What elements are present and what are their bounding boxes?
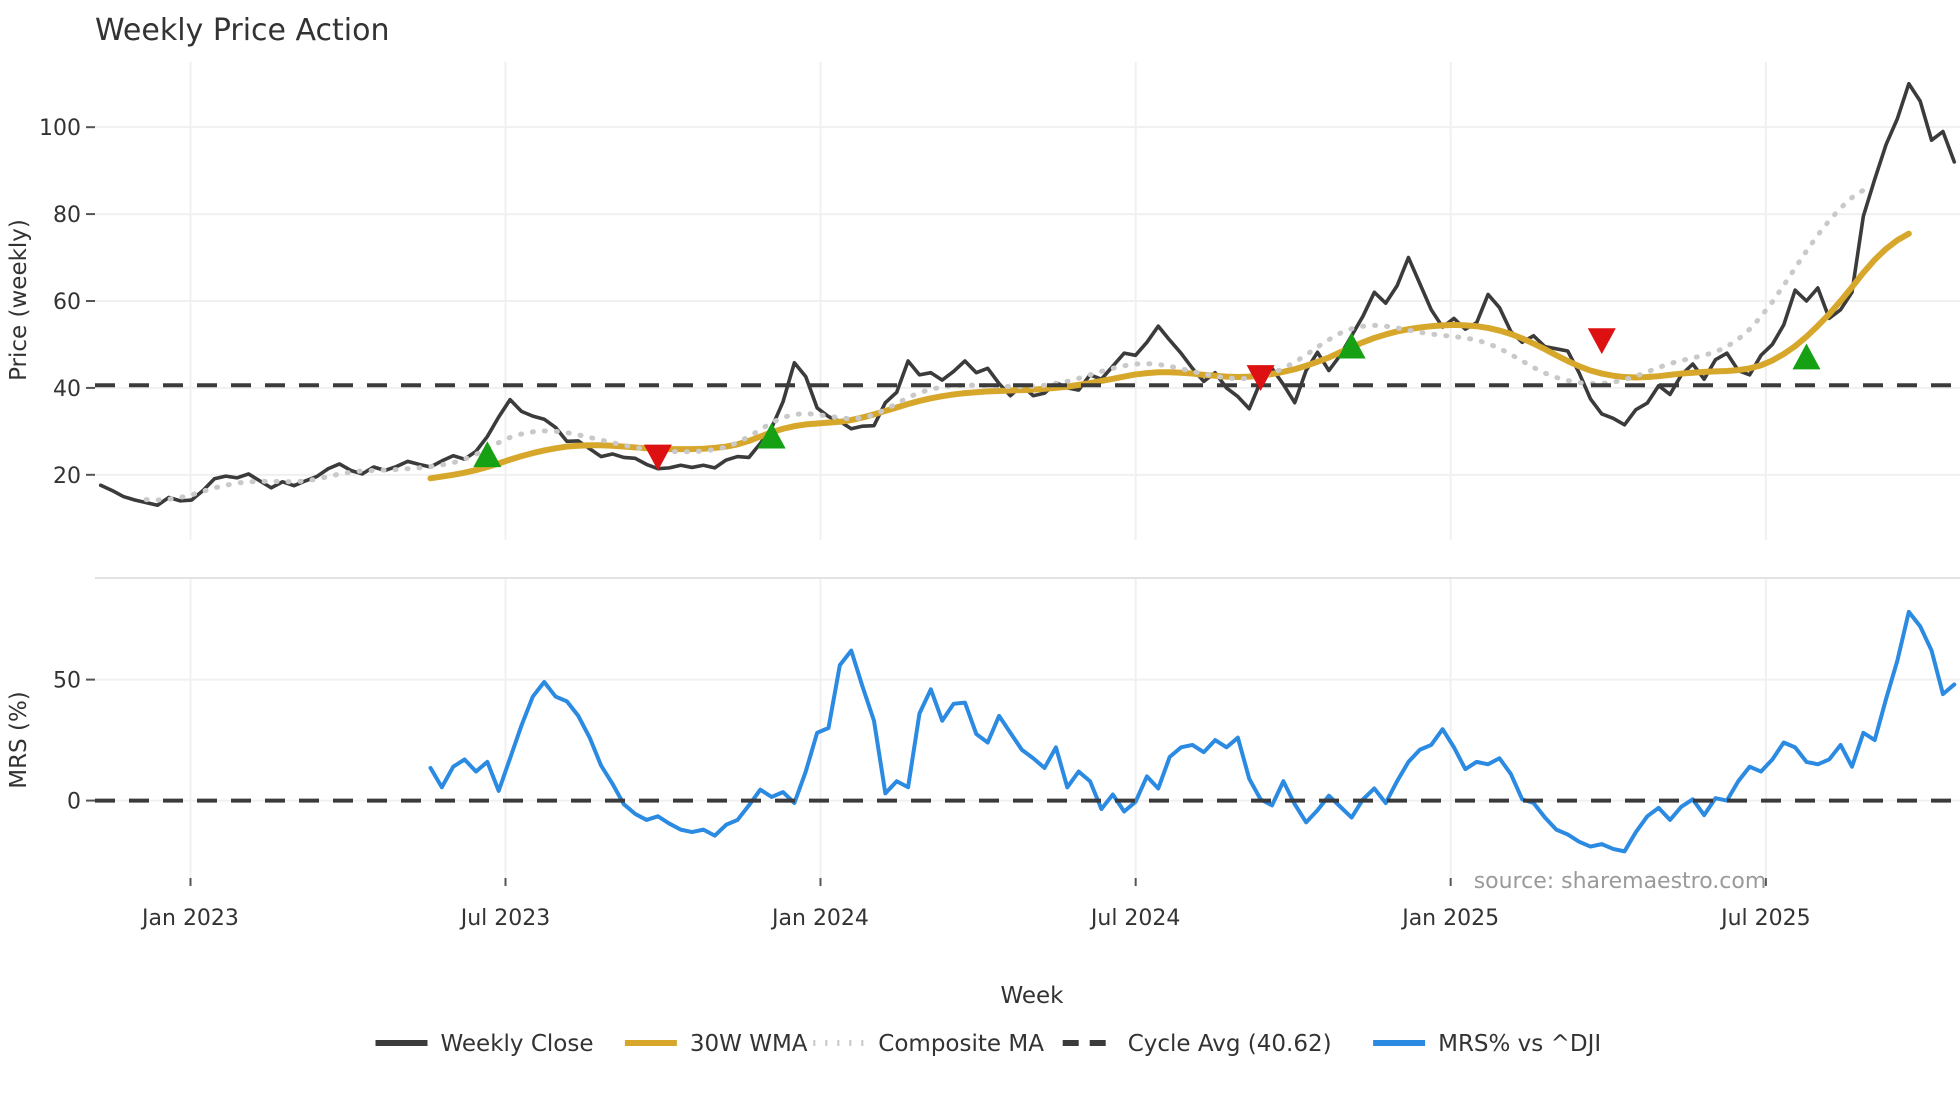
buy-signal-marker	[1792, 343, 1821, 370]
price-y-tick-label: 40	[53, 377, 81, 402]
buy-signal-marker	[757, 422, 786, 449]
series-line-30w-wma	[427, 230, 1912, 482]
legend-label: Cycle Avg (40.62)	[1128, 1031, 1332, 1057]
legend-label: Weekly Close	[441, 1031, 594, 1057]
legend-item[interactable]: MRS% vs ^DJI	[1373, 1031, 1601, 1057]
x-tick-label: Jan 2025	[1400, 906, 1499, 931]
sell-signal-marker	[1246, 365, 1275, 392]
price-y-tick-label: 20	[53, 464, 81, 489]
legend-item[interactable]: Cycle Avg (40.62)	[1062, 1031, 1332, 1057]
mrs-y-tick-label: 50	[53, 669, 81, 694]
mrs-y-tick-label: 0	[67, 790, 81, 815]
series-line-mrs-vs-dji	[428, 609, 1957, 854]
legend-item[interactable]: 30W WMA	[624, 1031, 808, 1057]
price-y-tick-label: 60	[53, 290, 81, 315]
buy-signal-marker	[473, 441, 502, 468]
legend-label: Composite MA	[878, 1031, 1044, 1057]
price-y-axis-label: Price (weekly)	[6, 219, 32, 381]
legend-item[interactable]: Composite MA	[813, 1031, 1044, 1057]
price-y-tick-label: 100	[39, 116, 81, 141]
price-y-tick-label: 80	[53, 203, 81, 228]
sell-signal-marker	[643, 444, 672, 471]
chart-legend: Weekly Close 30W WMA Composite MA Cycle Avg…	[375, 1031, 1601, 1057]
legend-label: 30W WMA	[690, 1031, 808, 1057]
chart-title: Weekly Price Action	[95, 13, 390, 48]
x-tick-label: Jan 2023	[140, 906, 239, 931]
source-watermark: source: sharemaestro.com	[1474, 869, 1767, 894]
price-y-axis-ticks: 20 40 60 80 100	[39, 116, 95, 489]
x-tick-label: Jul 2023	[459, 906, 551, 931]
legend-label: MRS% vs ^DJI	[1438, 1031, 1601, 1057]
price-panel-gridlines	[95, 62, 1960, 540]
x-axis-label: Week	[1000, 983, 1064, 1009]
x-tick-label: Jul 2025	[1719, 906, 1811, 931]
legend-item[interactable]: Weekly Close	[375, 1031, 594, 1057]
signal-markers	[473, 328, 1821, 471]
buy-signal-marker	[1337, 332, 1366, 359]
sell-signal-marker	[1587, 328, 1616, 355]
mrs-y-axis-label: MRS (%)	[6, 691, 32, 789]
series-lines	[95, 81, 1960, 854]
x-tick-label: Jul 2024	[1089, 906, 1181, 931]
x-tick-label: Jan 2024	[770, 906, 869, 931]
series-line-composite-ma	[143, 187, 1866, 503]
mrs-y-axis-ticks: 0 50	[53, 669, 95, 815]
x-axis-ticks: Jan 2023 Jul 2023 Jan 2024 Jul 2024 Jan 2025…	[140, 878, 1811, 931]
